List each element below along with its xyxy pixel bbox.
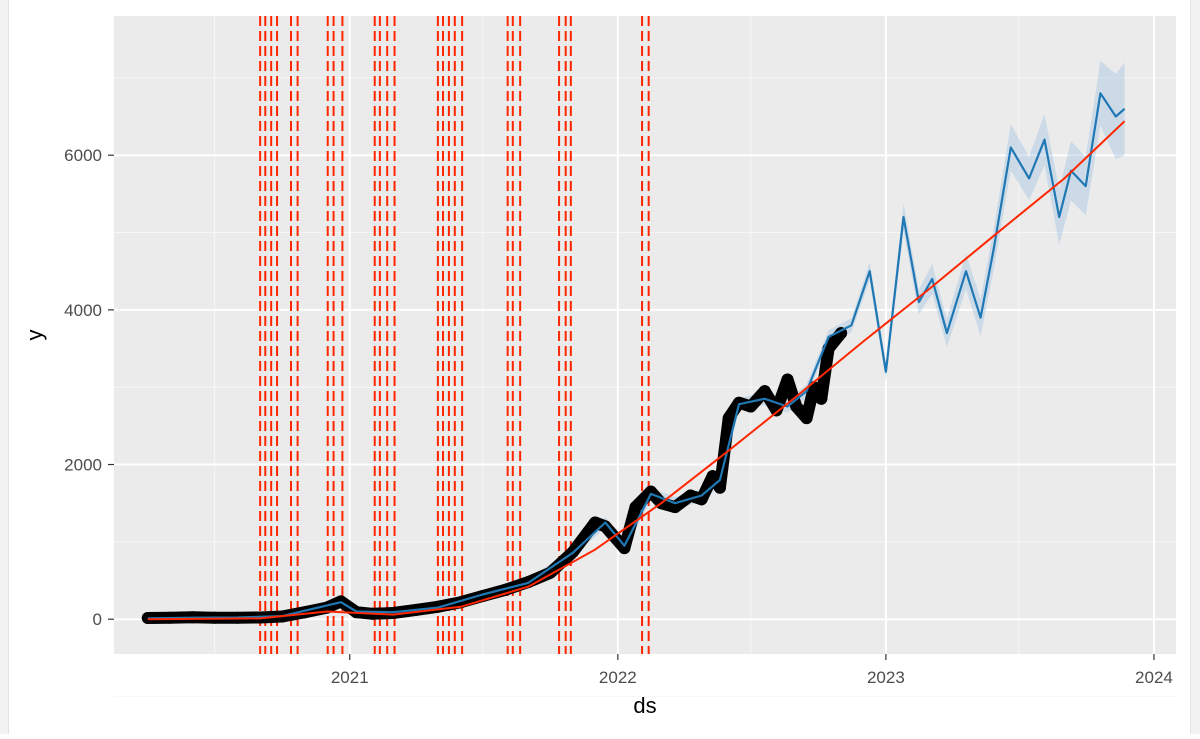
observed-point — [733, 396, 745, 409]
observed-point — [790, 400, 803, 413]
observed-point — [758, 385, 771, 398]
observed-points-layer — [141, 327, 848, 624]
x-tick-label: 2022 — [599, 668, 637, 687]
y-tick-label: 0 — [93, 610, 102, 629]
observed-point — [770, 404, 783, 417]
trend-line-layer — [147, 120, 1126, 621]
y-tick-label: 6000 — [64, 146, 102, 165]
window-right-edge — [1190, 0, 1200, 734]
axis-ticks-layer: 2021 2022 2023 2024 0 2000 4000 6000 — [64, 146, 1173, 687]
observed-point — [722, 412, 735, 425]
observed-point — [618, 542, 631, 555]
observed-point — [800, 412, 813, 425]
observed-point — [781, 373, 794, 386]
forecast-line — [147, 92, 1126, 620]
observed-point — [669, 501, 682, 514]
observed-point — [713, 481, 726, 494]
observed-point — [706, 470, 719, 483]
x-tick-label: 2021 — [331, 668, 369, 687]
observed-point — [589, 516, 602, 529]
observed-point — [744, 400, 757, 413]
plot-panel — [114, 16, 1176, 654]
y-tick-label: 4000 — [64, 301, 102, 320]
x-axis-label: ds — [633, 693, 656, 718]
observed-point — [815, 392, 828, 405]
x-tick-label: 2024 — [1135, 668, 1173, 687]
y-tick-label: 2000 — [64, 456, 102, 475]
trend-line — [147, 120, 1126, 621]
window-left-edge — [0, 0, 9, 734]
x-tick-label: 2023 — [867, 668, 905, 687]
forecast-line-layer — [147, 92, 1126, 620]
observed-point — [629, 501, 642, 514]
observed-point — [599, 520, 612, 533]
y-axis-label: y — [22, 330, 47, 341]
